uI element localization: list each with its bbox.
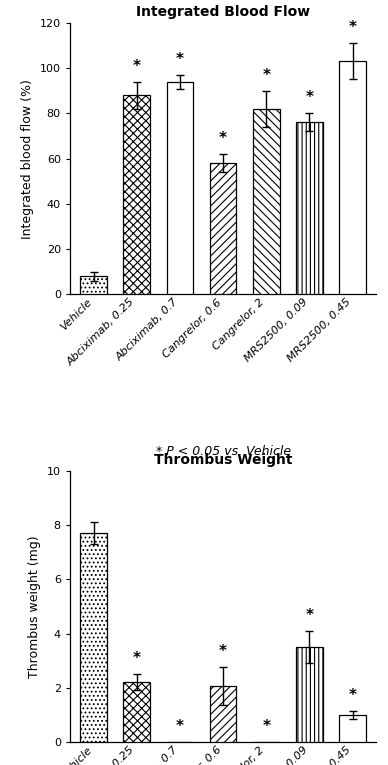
Bar	[123, 96, 150, 295]
Title: Integrated Blood Flow: Integrated Blood Flow	[136, 5, 310, 19]
Text: *: *	[348, 20, 357, 35]
Bar	[210, 163, 236, 295]
Text: *: *	[348, 688, 357, 703]
Text: *: *	[219, 644, 227, 659]
Text: *: *	[262, 67, 270, 83]
Bar	[296, 647, 323, 742]
Bar	[123, 682, 150, 742]
Text: *: *	[176, 52, 184, 67]
Bar	[339, 61, 366, 295]
Text: *: *	[176, 719, 184, 734]
Text: * P < 0.05 vs. Vehicle: * P < 0.05 vs. Vehicle	[156, 445, 291, 458]
Bar	[253, 109, 280, 295]
Y-axis label: Integrated blood flow (%): Integrated blood flow (%)	[21, 79, 34, 239]
Bar	[80, 276, 107, 295]
Bar	[166, 82, 193, 295]
Text: *: *	[133, 651, 141, 666]
Bar	[80, 533, 107, 742]
Text: *: *	[305, 90, 314, 106]
Bar	[339, 715, 366, 742]
Title: Thrombus Weight: Thrombus Weight	[154, 453, 292, 467]
Text: *: *	[133, 59, 141, 73]
Bar	[296, 122, 323, 295]
Y-axis label: Thrombus weight (mg): Thrombus weight (mg)	[28, 535, 41, 678]
Text: *: *	[219, 131, 227, 146]
Text: *: *	[262, 719, 270, 734]
Text: *: *	[305, 607, 314, 623]
Bar	[210, 686, 236, 742]
